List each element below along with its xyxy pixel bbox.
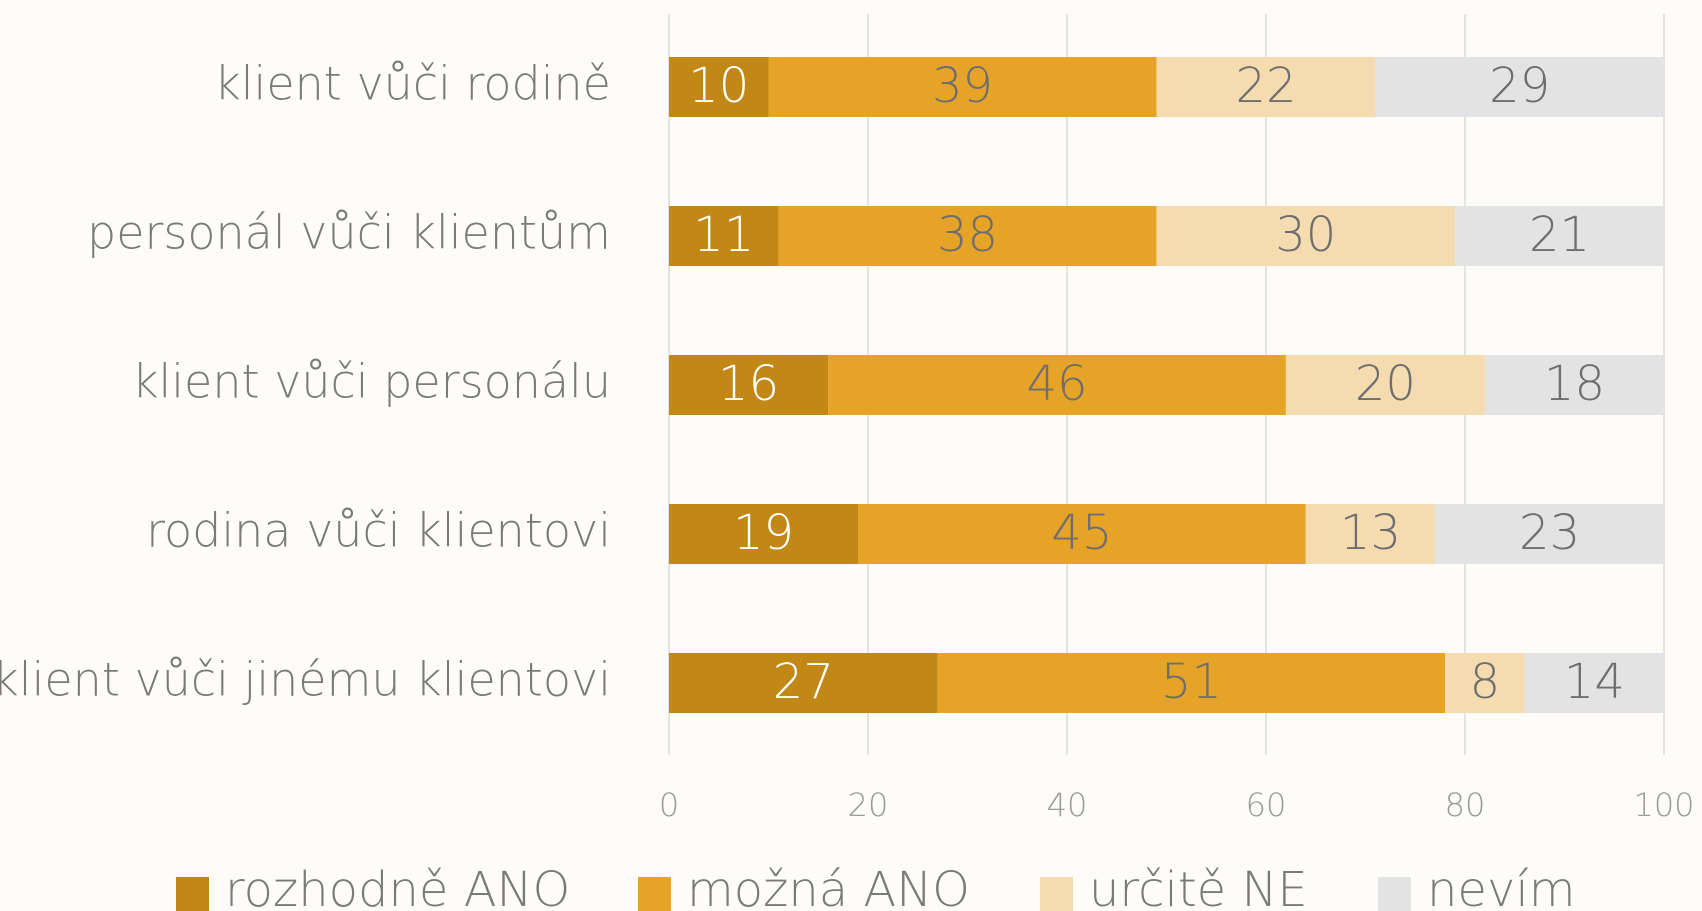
- category-label: klient vůči personálu: [132, 355, 611, 409]
- category-label: personál vůči klientům: [87, 206, 611, 260]
- category-label: rodina vůči klientovi: [146, 504, 611, 558]
- bar-segment: [669, 504, 859, 564]
- x-tick-label: 0: [659, 786, 679, 824]
- bar-segment: [1305, 504, 1436, 564]
- legend-swatch: [176, 877, 209, 911]
- legend-swatch: [1040, 877, 1073, 911]
- x-tick-label: 80: [1445, 786, 1486, 824]
- bar-segment: [669, 206, 779, 266]
- data-label: 46: [1027, 356, 1088, 412]
- data-label: 8: [1470, 654, 1501, 710]
- data-label: 10: [688, 58, 749, 114]
- bar-segment: [1484, 355, 1664, 415]
- bar-segment: [778, 206, 1157, 266]
- bar-segment: [937, 653, 1446, 713]
- bar-segment: [669, 653, 938, 713]
- data-label: 19: [733, 505, 794, 561]
- bar-segment: [1285, 355, 1485, 415]
- bar-segment: [858, 504, 1306, 564]
- legend-swatch: [1378, 877, 1411, 911]
- legend-swatch: [638, 877, 671, 911]
- bar-segment: [768, 57, 1157, 117]
- data-label: 38: [937, 207, 998, 263]
- bar-segment: [1435, 504, 1664, 564]
- x-tick-label: 60: [1246, 786, 1287, 824]
- data-label: 11: [693, 207, 754, 263]
- bar-segment: [669, 355, 829, 415]
- data-label: 30: [1275, 207, 1336, 263]
- legend-label: nevím: [1427, 862, 1575, 911]
- bar-segment: [1375, 57, 1664, 117]
- bar-segment: [669, 57, 769, 117]
- data-label: 27: [773, 654, 834, 710]
- bar-segment: [1455, 206, 1664, 266]
- category-label: klient vůči rodině: [214, 57, 611, 111]
- category-label: klient vůči jinému klientovi: [0, 653, 611, 707]
- legend-label: určitě NE: [1089, 862, 1308, 911]
- data-label: 22: [1235, 58, 1296, 114]
- data-label: 20: [1355, 356, 1416, 412]
- data-label: 51: [1161, 654, 1222, 710]
- data-label: 14: [1564, 654, 1625, 710]
- data-label: 16: [718, 356, 779, 412]
- data-label: 13: [1340, 505, 1401, 561]
- bar-segment: [1156, 206, 1456, 266]
- legend-label: rozhodně ANO: [225, 862, 570, 911]
- bar-segment: [1524, 653, 1664, 713]
- data-label: 29: [1489, 58, 1550, 114]
- data-label: 18: [1544, 356, 1605, 412]
- x-tick-label: 40: [1047, 786, 1088, 824]
- x-tick-label: 100: [1633, 786, 1694, 824]
- data-label: 45: [1051, 505, 1112, 561]
- data-label: 21: [1529, 207, 1590, 263]
- bar-segment: [1445, 653, 1525, 713]
- legend-label: možná ANO: [687, 862, 970, 911]
- data-label: 39: [932, 58, 993, 114]
- x-tick-label: 20: [848, 786, 889, 824]
- bar-segment: [1156, 57, 1376, 117]
- bar-segment: [828, 355, 1286, 415]
- data-label: 23: [1519, 505, 1580, 561]
